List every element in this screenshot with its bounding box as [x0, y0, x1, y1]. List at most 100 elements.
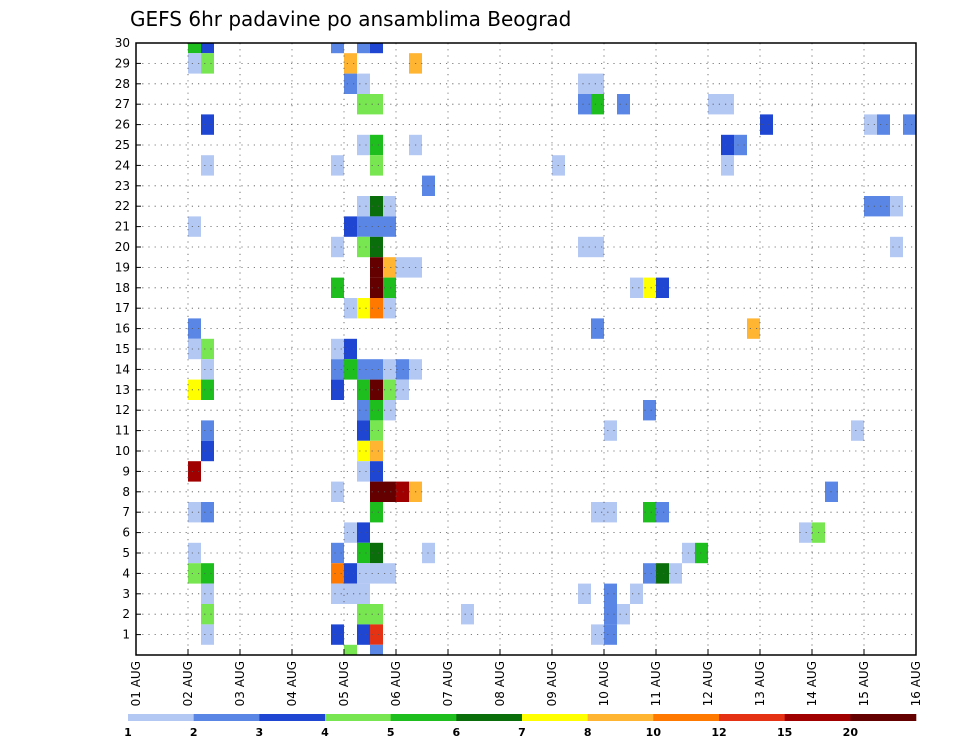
heatmap-cell [331, 43, 344, 54]
heatmap-cell [721, 155, 734, 176]
heatmap-cell [370, 257, 383, 278]
y-tick-label: 15 [115, 342, 130, 356]
colorbar-label: 10 [646, 726, 662, 739]
heatmap-cell [370, 440, 383, 462]
heatmap-cell [357, 624, 370, 645]
heatmap-cell [604, 502, 617, 523]
colorbar-swatch [850, 714, 917, 721]
y-tick-label: 14 [115, 362, 130, 376]
x-tick-label: 03 AUG [233, 661, 247, 706]
y-tick-label: 3 [122, 587, 130, 601]
heatmap-cell [370, 216, 383, 237]
colorbar-swatch [719, 714, 785, 721]
x-tick-label: 06 AUG [389, 661, 403, 706]
x-tick-label: 05 AUG [337, 661, 351, 706]
heatmap-cell [344, 563, 357, 584]
heatmap-cell [591, 236, 604, 258]
heatmap-cell [188, 216, 201, 237]
heatmap-cell [188, 318, 201, 339]
y-tick-label: 13 [115, 383, 130, 397]
heatmap-cell [864, 196, 877, 217]
heatmap-cell [604, 604, 617, 625]
heatmap-cell [188, 563, 201, 584]
heatmap-cell [370, 134, 383, 156]
heatmap-cell [890, 196, 903, 217]
heatmap-cell [357, 196, 370, 217]
y-tick-label: 12 [115, 403, 130, 417]
heatmap-cell [383, 216, 396, 237]
heatmap-cell [695, 542, 708, 564]
y-tick-label: 11 [115, 424, 130, 438]
colorbar-legend: 1 2 3 4 5 6 7 8 10 12 15 20 [124, 714, 917, 739]
heatmap-cell [188, 502, 201, 523]
heatmap-cell [370, 43, 383, 54]
y-tick-label: 2 [122, 607, 130, 621]
y-axis-ticks: 1234567891011121314151617181920212223242… [115, 36, 141, 642]
heatmap-cell [344, 298, 357, 319]
heatmap-cell [877, 196, 890, 217]
x-tick-label: 09 AUG [545, 661, 559, 706]
heatmap-cell [201, 155, 214, 176]
heatmap-cell [370, 644, 383, 655]
y-tick-label: 28 [115, 77, 130, 91]
heatmap-cell [357, 522, 370, 543]
y-tick-label: 25 [115, 138, 130, 152]
heatmap-cell [331, 338, 344, 360]
heatmap-cell [591, 94, 604, 115]
colorbar-label: 12 [711, 726, 726, 739]
heatmap-cell [617, 604, 630, 625]
y-tick-label: 4 [122, 566, 130, 580]
x-tick-label: 08 AUG [493, 661, 507, 706]
heatmap-cell [344, 583, 357, 604]
heatmap-cell [656, 563, 669, 584]
heatmap-cell [370, 379, 383, 400]
y-tick-label: 7 [122, 505, 130, 519]
y-tick-label: 18 [115, 281, 130, 295]
heatmap-cell [617, 94, 630, 115]
heatmap-cell [578, 236, 591, 258]
heatmap-cell [734, 134, 747, 156]
x-tick-label: 07 AUG [441, 661, 455, 706]
heatmap-cell [201, 114, 214, 135]
heatmap-cell [890, 236, 903, 258]
heatmap-cell [331, 277, 344, 298]
heatmap-cell [201, 420, 214, 441]
y-tick-label: 1 [122, 628, 130, 642]
heatmap-cell [656, 277, 669, 298]
heatmap-cell [370, 359, 383, 380]
heatmap-cell [188, 338, 201, 360]
heatmap-cell [747, 318, 760, 339]
heatmap-cell [357, 420, 370, 441]
heatmap-cell [357, 542, 370, 564]
heatmap-cell [370, 420, 383, 441]
heatmap-cell [331, 563, 344, 584]
heatmap-cell [370, 481, 383, 502]
heatmap-cell [383, 563, 396, 584]
heatmap-cell [396, 359, 409, 380]
heatmap-cell [643, 277, 656, 298]
heatmap-cell [591, 318, 604, 339]
y-tick-label: 19 [115, 260, 130, 274]
x-tick-label: 15 AUG [857, 661, 871, 706]
colorbar-label: 6 [453, 726, 461, 739]
heatmap-cell [344, 53, 357, 74]
heatmap-cell [721, 94, 734, 115]
heatmap-cell [357, 400, 370, 421]
heatmap-cell [656, 502, 669, 523]
x-tick-label: 14 AUG [805, 661, 819, 706]
heatmap-cell [344, 216, 357, 237]
colorbar-label: 3 [256, 726, 264, 739]
heatmap-cell [461, 604, 474, 625]
heatmap-cell [188, 43, 201, 54]
heatmap-cell [188, 461, 201, 482]
heatmap-cell [357, 134, 370, 156]
heatmap-cell [357, 236, 370, 258]
heatmap-cell [643, 502, 656, 523]
colorbar-label: 8 [584, 726, 592, 739]
heatmap-cell [331, 583, 344, 604]
heatmap-cell [383, 257, 396, 278]
heatmap-cell [396, 481, 409, 502]
heatmap-cell [357, 440, 370, 462]
heatmap-cell [760, 114, 773, 135]
colorbar-swatch [390, 714, 457, 721]
